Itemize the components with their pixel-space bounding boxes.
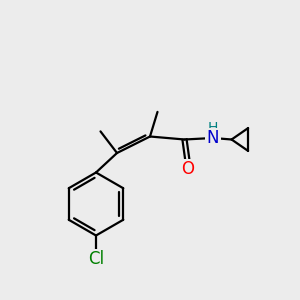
Text: H: H [208,121,218,134]
Text: Cl: Cl [88,250,104,268]
Text: O: O [181,160,194,178]
Text: N: N [207,129,219,147]
